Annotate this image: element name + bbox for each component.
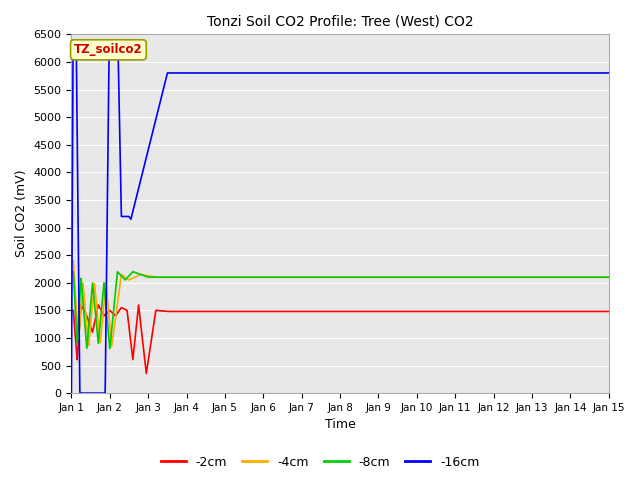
Y-axis label: Soil CO2 (mV): Soil CO2 (mV) (15, 170, 28, 257)
-2cm (595, 309, 602, 314)
-16cm (129, 208, 137, 214)
-2cm (68, 308, 76, 313)
-2cm (161, 308, 169, 314)
-16cm (537, 70, 545, 76)
-8cm (161, 275, 168, 280)
-2cm (143, 371, 150, 376)
-4cm (595, 275, 602, 280)
-2cm (605, 309, 612, 314)
-8cm (106, 346, 113, 351)
-8cm (274, 275, 282, 280)
-2cm (129, 357, 137, 362)
-16cm (297, 70, 305, 76)
-16cm (605, 70, 612, 76)
Line: -4cm: -4cm (72, 261, 609, 346)
-4cm (108, 343, 116, 349)
Line: -8cm: -8cm (72, 272, 609, 348)
-8cm (595, 275, 602, 280)
-4cm (129, 275, 137, 281)
Title: Tonzi Soil CO2 Profile: Tree (West) CO2: Tonzi Soil CO2 Profile: Tree (West) CO2 (207, 15, 474, 29)
-8cm (297, 275, 305, 280)
-4cm (605, 275, 612, 280)
-16cm (595, 70, 602, 76)
-2cm (95, 302, 102, 308)
-16cm (68, 390, 76, 396)
-4cm (161, 275, 168, 280)
Line: -2cm: -2cm (72, 305, 609, 373)
-4cm (274, 275, 282, 280)
-2cm (297, 309, 305, 314)
-4cm (68, 258, 76, 264)
-16cm (274, 70, 282, 76)
-16cm (161, 81, 168, 86)
-8cm (129, 269, 137, 275)
-2cm (537, 309, 545, 314)
-8cm (605, 275, 612, 280)
Text: TZ_soilco2: TZ_soilco2 (74, 43, 143, 56)
-2cm (274, 309, 282, 314)
Line: -16cm: -16cm (72, 57, 609, 393)
-4cm (537, 275, 545, 280)
-4cm (297, 275, 305, 280)
Legend: -2cm, -4cm, -8cm, -16cm: -2cm, -4cm, -8cm, -16cm (156, 451, 484, 474)
-8cm (537, 275, 545, 280)
-16cm (69, 54, 77, 60)
X-axis label: Time: Time (324, 419, 355, 432)
-8cm (68, 269, 76, 275)
